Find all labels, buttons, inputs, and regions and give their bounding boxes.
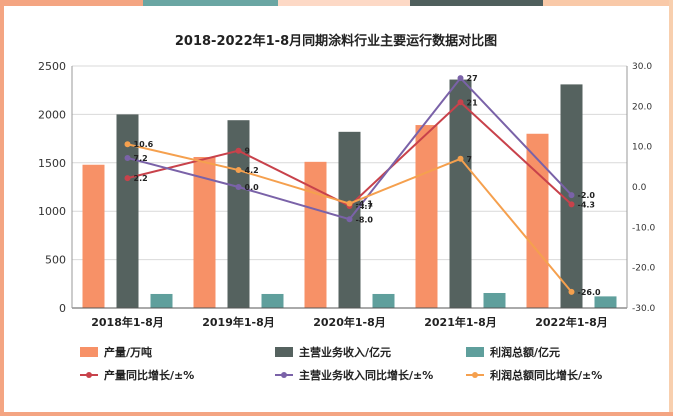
line-point (568, 201, 575, 208)
bar (415, 125, 438, 308)
legend-label: 利润总额/亿元 (490, 345, 560, 359)
data-label: -2.0 (578, 191, 596, 200)
bar (116, 114, 139, 309)
left-tick-label: 2500 (38, 60, 66, 73)
right-tick-label: 0.0 (632, 183, 647, 193)
right-tick-label: -10.0 (632, 223, 656, 233)
legend-swatch (80, 347, 98, 357)
line-point (235, 167, 242, 174)
frame-right-edge (669, 0, 673, 416)
top-strip-segment (278, 0, 410, 6)
right-tick-label: 20.0 (632, 102, 652, 112)
x-tick-label: 2019年1-8月 (202, 315, 275, 329)
lines: 2.2 9 -4.7 21 -4.3 7.2 0.0 -8.0 27 -2.0 10.6 4.2 -4.… (124, 74, 601, 297)
bar (150, 293, 173, 308)
data-label: 2.2 (134, 174, 148, 183)
line-point (346, 200, 353, 207)
data-label: 10.6 (134, 140, 154, 149)
bar (372, 293, 395, 308)
right-tick-label: 10.0 (632, 143, 652, 153)
bar (82, 164, 105, 308)
x-tick-label: 2021年1-8月 (424, 315, 497, 329)
line-point (457, 75, 464, 82)
legend-marker (86, 372, 92, 378)
data-label: -4.3 (578, 200, 596, 209)
legend-label: 产量/万吨 (104, 345, 152, 359)
bar (227, 120, 250, 308)
left-tick-label: 1500 (38, 157, 66, 170)
legend-marker (472, 372, 478, 378)
line-point (457, 99, 464, 106)
top-strip-segment (410, 0, 543, 6)
data-label: -8.0 (356, 215, 374, 224)
x-tick-label: 2022年1-8月 (535, 315, 608, 329)
left-tick-label: 500 (45, 254, 66, 267)
right-tick-label: 30.0 (632, 62, 652, 72)
bars (82, 79, 617, 309)
legend-label: 主营业务收入同比增长/±% (299, 368, 433, 382)
axes: 0 500 1000 1500 2000 2500 -30.0 -20.0 -10.0 0.0 10… (38, 60, 656, 329)
left-tick-label: 2000 (38, 108, 66, 121)
left-tick-label: 1000 (38, 205, 66, 218)
legend-swatch (275, 347, 293, 357)
data-label: 9 (245, 147, 251, 156)
data-label: -4.1 (356, 200, 374, 209)
line-point (235, 147, 242, 154)
data-label: -26.0 (578, 288, 601, 297)
left-tick-label: 0 (59, 302, 66, 315)
data-label: -4.7 (356, 202, 374, 211)
line-point (568, 288, 575, 295)
data-label: 27 (467, 74, 478, 83)
bar (449, 79, 472, 308)
data-label: 0.0 (245, 183, 260, 192)
bar (483, 292, 506, 308)
top-strip-segment (0, 0, 143, 6)
line-point (124, 154, 131, 161)
legend-label: 产量同比增长/±% (104, 368, 194, 382)
x-tick-label: 2018年1-8月 (91, 315, 164, 329)
line-point (457, 155, 464, 162)
legend-label: 利润总额同比增长/±% (490, 368, 602, 382)
data-label: 7.2 (134, 154, 148, 163)
right-tick-label: -20.0 (632, 264, 656, 274)
bar (304, 161, 327, 308)
data-label: 4.2 (245, 166, 259, 175)
legend-marker (281, 372, 287, 378)
line-point (346, 216, 353, 223)
top-strip-segment (543, 0, 673, 6)
data-label: 21 (467, 98, 479, 107)
frame-left-edge (0, 0, 4, 416)
chart-title: 2018-2022年1-8月同期涂料行业主要运行数据对比图 (175, 33, 497, 49)
top-strip-segment (143, 0, 278, 6)
line-point (124, 141, 131, 148)
frame-bottom-edge (0, 412, 673, 416)
right-tick-label: -30.0 (632, 304, 656, 314)
legend-label: 主营业务收入/亿元 (299, 345, 391, 359)
data-label: 7 (467, 155, 473, 164)
x-tick-label: 2020年1-8月 (313, 315, 386, 329)
legend-swatch (466, 347, 484, 357)
bar (193, 156, 216, 308)
line-point (568, 192, 575, 199)
line-point (235, 184, 242, 190)
line-point (124, 175, 131, 182)
bar (594, 296, 617, 308)
bar (261, 293, 284, 308)
